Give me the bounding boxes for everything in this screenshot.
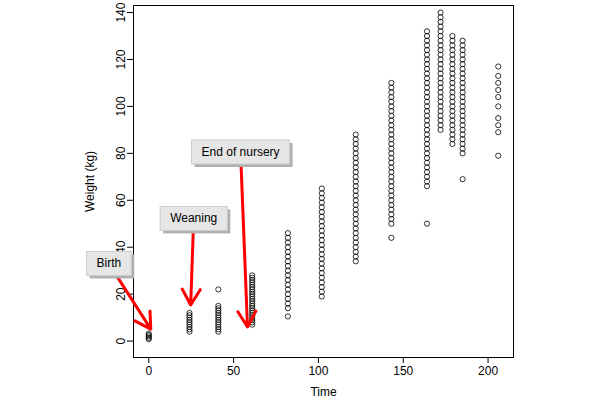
svg-text:Weaning: Weaning (170, 211, 217, 225)
svg-text:End of nursery: End of nursery (202, 145, 280, 159)
svg-text:100: 100 (114, 96, 128, 116)
svg-text:0: 0 (114, 337, 128, 344)
svg-text:120: 120 (114, 49, 128, 69)
svg-text:Birth: Birth (97, 256, 122, 270)
svg-text:150: 150 (393, 364, 413, 378)
svg-text:200: 200 (478, 364, 498, 378)
svg-text:140: 140 (114, 2, 128, 22)
svg-text:20: 20 (113, 287, 128, 301)
svg-text:60: 60 (114, 193, 128, 207)
svg-text:100: 100 (308, 364, 328, 378)
svg-text:80: 80 (114, 146, 128, 160)
svg-text:Time: Time (310, 385, 337, 399)
svg-text:Weight (kg): Weight (kg) (83, 151, 97, 212)
svg-text:0: 0 (145, 364, 152, 378)
svg-text:50: 50 (227, 364, 241, 378)
svg-text:40: 40 (113, 240, 128, 254)
